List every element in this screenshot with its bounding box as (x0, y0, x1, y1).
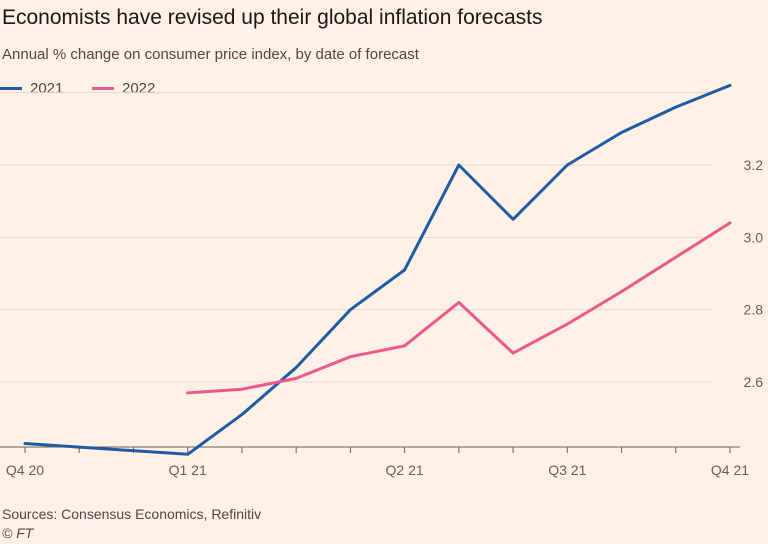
y-tick-label: 2.8 (744, 302, 764, 318)
copyright-note: © FT (2, 525, 34, 541)
legend-swatch-2022 (92, 87, 114, 90)
series-line-2021 (23, 83, 732, 456)
chart-subtitle: Annual % change on consumer price index,… (2, 46, 419, 63)
x-tick-label: Q3 21 (548, 462, 586, 478)
chart-title: Economists have revised up their global … (2, 6, 543, 29)
series-line-2022 (186, 221, 732, 395)
y-tick-label: 3.0 (744, 229, 764, 245)
x-tick-label: Q4 20 (6, 462, 44, 478)
x-tick-label: Q1 21 (169, 462, 207, 478)
x-tick-label: Q4 21 (711, 462, 749, 478)
source-note: Sources: Consensus Economics, Refinitiv (2, 506, 262, 522)
x-tick-label: Q2 21 (386, 462, 424, 478)
legend-swatch-2021 (0, 87, 22, 90)
y-tick-label: 2.6 (744, 374, 764, 390)
y-tick-label: 3.2 (744, 157, 764, 173)
